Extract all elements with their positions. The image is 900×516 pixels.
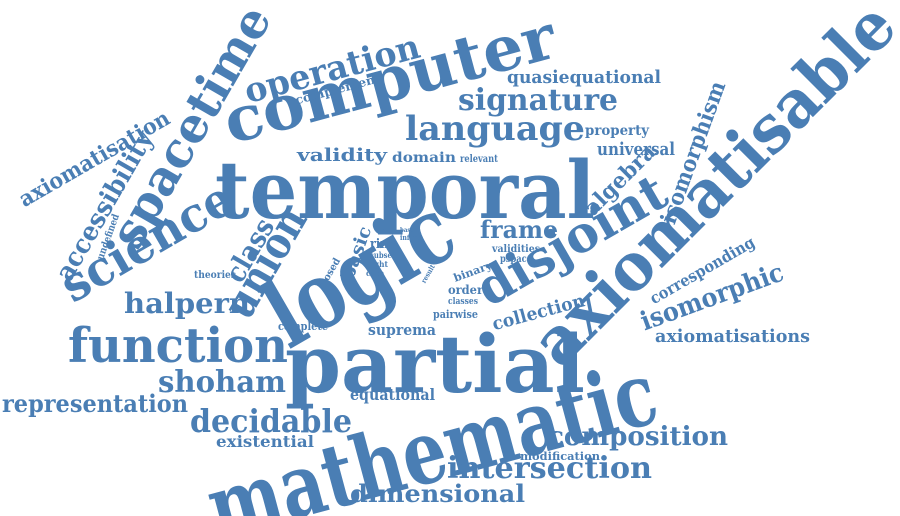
word-signature: signature bbox=[458, 83, 618, 118]
word-domain: domain bbox=[392, 150, 456, 166]
word-frame: frame bbox=[480, 215, 558, 244]
word-theories: theories bbox=[194, 270, 236, 281]
word-pairwise: pairwise bbox=[433, 308, 478, 321]
word-quasiequational: quasiequational bbox=[507, 67, 661, 88]
word-suprema: suprema bbox=[368, 321, 436, 339]
word-decidable: decidable bbox=[190, 402, 352, 440]
word-order: order bbox=[448, 283, 484, 297]
word-shoham: shoham bbox=[158, 365, 286, 400]
word-validity: validity bbox=[296, 145, 388, 166]
word-partial: partial bbox=[285, 317, 585, 411]
word-subset: subset bbox=[370, 250, 395, 260]
word-infima: infima bbox=[400, 233, 422, 242]
word-composition: composition bbox=[548, 422, 728, 452]
word-halpern: halpern bbox=[124, 287, 250, 320]
word-modification: modification bbox=[520, 450, 600, 463]
word-relevant: relevant bbox=[460, 154, 498, 165]
word-case: case bbox=[366, 268, 384, 278]
word-validities: validities bbox=[491, 244, 540, 255]
word-function: function bbox=[68, 318, 288, 374]
word-classes: classes bbox=[448, 297, 478, 307]
word-light: light bbox=[368, 259, 388, 269]
word-universal: universal bbox=[597, 139, 675, 160]
word-existential: existential bbox=[216, 432, 314, 451]
word-pspace: pspace bbox=[500, 254, 532, 265]
word-intersection: intersection bbox=[447, 451, 652, 486]
word-temporal: temporal bbox=[215, 143, 595, 237]
word-ring: ring bbox=[370, 237, 396, 252]
word-language: language bbox=[405, 109, 585, 149]
word-representation: representation bbox=[2, 389, 188, 418]
word-complete: complete bbox=[278, 320, 328, 333]
word-base: base bbox=[400, 227, 414, 234]
word-axiomatisations: axiomatisations bbox=[655, 326, 810, 347]
word-equational: equational bbox=[350, 385, 435, 404]
word-dimensional: dimensional bbox=[350, 479, 525, 508]
word-property: property bbox=[585, 123, 650, 139]
